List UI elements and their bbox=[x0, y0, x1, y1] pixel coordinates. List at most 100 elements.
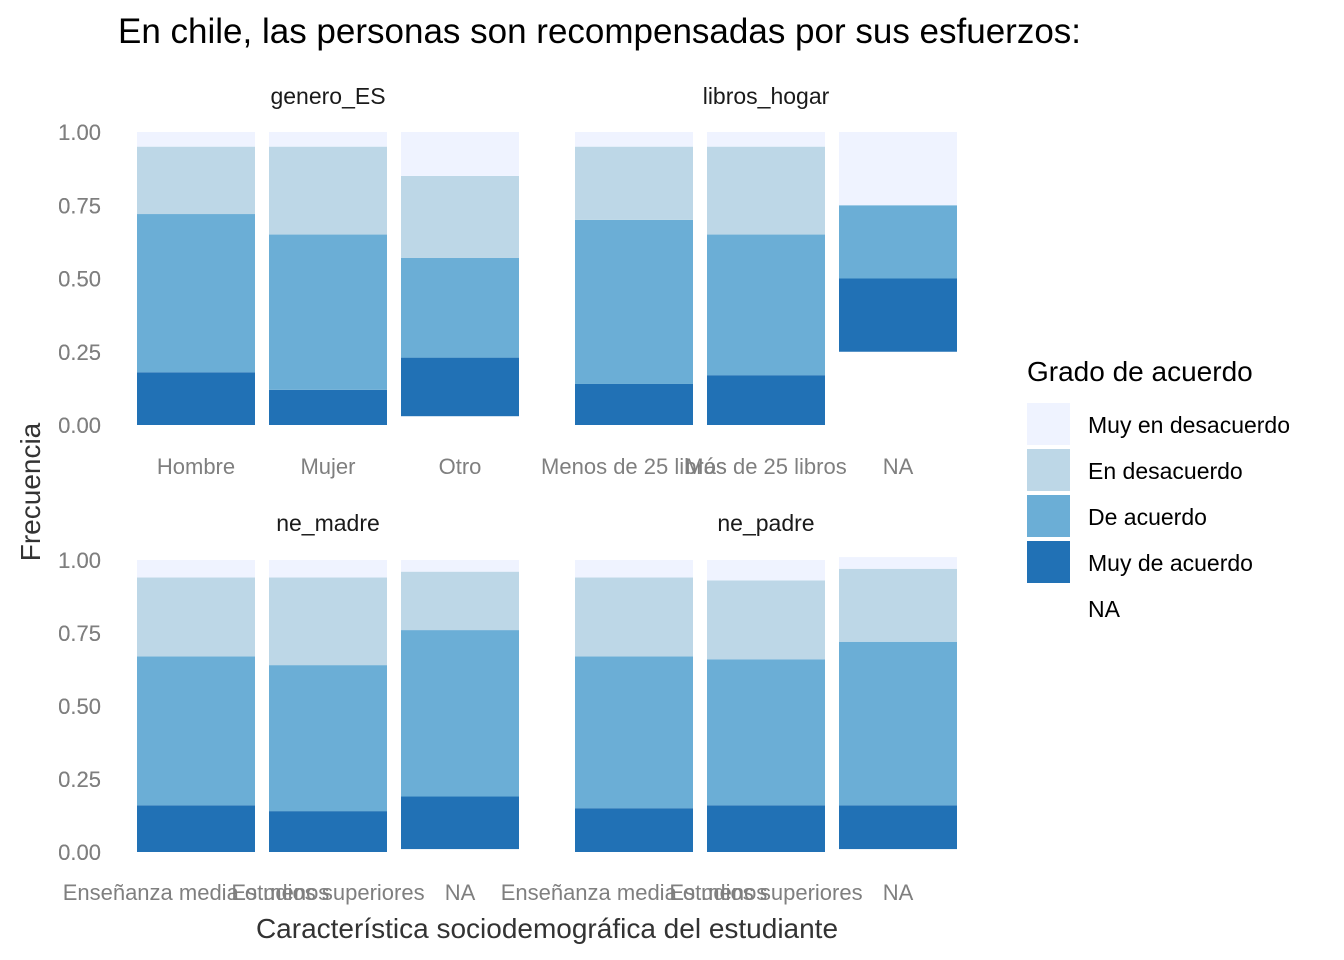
facet-strip-label: genero_ES bbox=[270, 83, 385, 109]
legend-label: Muy en desacuerdo bbox=[1088, 412, 1290, 438]
legend-label: NA bbox=[1088, 596, 1121, 622]
x-tick-label: Hombre bbox=[157, 454, 235, 479]
x-tick-label: Estudios superiores bbox=[231, 880, 424, 905]
legend-title: Grado de acuerdo bbox=[1027, 356, 1253, 387]
bar-segment-na bbox=[401, 849, 519, 852]
bar-segment-muy-de-acuerdo bbox=[575, 808, 693, 852]
bar-segment-de-acuerdo bbox=[137, 656, 255, 806]
bar-segment-muy-de-acuerdo bbox=[269, 811, 387, 852]
y-tick-label: 1.00 bbox=[58, 120, 101, 145]
bar-segment-en-desacuerdo bbox=[839, 568, 957, 642]
bar-segment-en-desacuerdo bbox=[575, 577, 693, 657]
y-tick-label: 0.75 bbox=[58, 621, 101, 646]
facet-ne-madre: ne_madre 0.00 0.25 0.50 0.75 1.00 Enseñanza me… bbox=[58, 510, 519, 905]
y-tick-label: 0.00 bbox=[58, 413, 101, 438]
y-tick-label: 1.00 bbox=[58, 120, 101, 145]
bar-segment-en-desacuerdo bbox=[401, 175, 519, 258]
x-tick-label: Menos de 25 libros bbox=[541, 454, 727, 479]
y-tick-label: 0.25 bbox=[58, 340, 101, 365]
y-tick-label: 0.50 bbox=[58, 267, 101, 292]
bar-segment-muy-de-acuerdo bbox=[575, 383, 693, 425]
bar-segment-muy-de-acuerdo bbox=[137, 372, 255, 425]
bar-segment-muy-en-desacuerdo bbox=[269, 560, 387, 578]
bar-segment-de-acuerdo bbox=[839, 205, 957, 279]
x-tick-label: Más de 25 libros bbox=[685, 454, 846, 479]
y-tick-label: 0.00 bbox=[58, 413, 101, 438]
legend-label: En desacuerdo bbox=[1088, 458, 1243, 484]
bar-segment-na bbox=[839, 351, 957, 425]
bar-segment-muy-en-desacuerdo bbox=[401, 560, 519, 572]
bar-segment-de-acuerdo bbox=[137, 214, 255, 373]
bar-segment-muy-en-desacuerdo bbox=[575, 560, 693, 578]
facet-strip-label: ne_madre bbox=[276, 510, 380, 536]
bar-segment-muy-de-acuerdo bbox=[839, 805, 957, 850]
x-axis-title: Característica sociodemográfica del estu… bbox=[256, 913, 838, 944]
legend-key-muy-de-acuerdo bbox=[1027, 541, 1070, 583]
legend: Grado de acuerdo Muy en desacuerdo En des… bbox=[1027, 356, 1290, 629]
bar-segment-muy-en-desacuerdo bbox=[137, 132, 255, 147]
bar-segment-na bbox=[839, 849, 957, 852]
bar-segment-de-acuerdo bbox=[401, 630, 519, 797]
y-tick-label: 0.25 bbox=[58, 767, 101, 792]
bar-segment-muy-de-acuerdo bbox=[269, 389, 387, 425]
x-tick-label: Enseñanza media o menos bbox=[63, 880, 330, 905]
bar-segment-de-acuerdo bbox=[575, 656, 693, 809]
x-tick-label: Estudios superiores bbox=[669, 880, 862, 905]
bar-segment-en-desacuerdo bbox=[707, 146, 825, 235]
x-tick-label: NA bbox=[883, 880, 914, 905]
y-tick-label: 0.75 bbox=[58, 193, 101, 218]
legend-key-en-desacuerdo bbox=[1027, 449, 1070, 491]
bar-segment-en-desacuerdo bbox=[137, 146, 255, 215]
bar-segment-muy-de-acuerdo bbox=[137, 805, 255, 852]
y-tick-label: 0.00 bbox=[58, 840, 101, 865]
y-tick-label: 0.50 bbox=[58, 694, 101, 719]
y-tick-label: 1.00 bbox=[58, 548, 101, 573]
legend-label: De acuerdo bbox=[1088, 504, 1207, 530]
bar-segment-de-acuerdo bbox=[269, 234, 387, 390]
x-tick-label: NA bbox=[445, 880, 476, 905]
bar-segment-muy-en-desacuerdo bbox=[839, 132, 957, 206]
y-tick-label: 1.00 bbox=[58, 548, 101, 573]
facet-libros-hogar: libros_hogar 0.00 0.25 0.50 0.75 1.00 Menos de… bbox=[58, 83, 957, 479]
bar-segment-en-desacuerdo bbox=[269, 146, 387, 235]
bar-segment-en-desacuerdo bbox=[401, 571, 519, 631]
bar-segment-muy-de-acuerdo bbox=[839, 278, 957, 352]
y-axis-title: Frecuencia bbox=[15, 422, 46, 561]
y-tick-label: 0.75 bbox=[58, 193, 101, 218]
bar-segment-muy-en-desacuerdo bbox=[401, 132, 519, 176]
bar-segment-en-desacuerdo bbox=[269, 577, 387, 666]
bar-segment-muy-en-desacuerdo bbox=[269, 132, 387, 147]
facet-panels: genero_ES 0.00 0.25 0.50 0.75 1.00 Hombre Mujer… bbox=[58, 83, 957, 905]
legend-label: Muy de acuerdo bbox=[1088, 550, 1253, 576]
y-tick-label: 0.75 bbox=[58, 621, 101, 646]
x-tick-label: Mujer bbox=[300, 454, 355, 479]
bar-segment-de-acuerdo bbox=[401, 257, 519, 358]
bar-segment-muy-de-acuerdo bbox=[707, 805, 825, 852]
bar-segment-muy-en-desacuerdo bbox=[839, 557, 957, 569]
y-tick-label: 0.25 bbox=[58, 767, 101, 792]
bar-segment-en-desacuerdo bbox=[707, 580, 825, 660]
bar-segment-muy-en-desacuerdo bbox=[707, 560, 825, 581]
bar-segment-na bbox=[401, 416, 519, 425]
bar-segment-muy-en-desacuerdo bbox=[707, 132, 825, 147]
y-tick-label: 0.50 bbox=[58, 694, 101, 719]
facet-strip-label: libros_hogar bbox=[703, 83, 830, 109]
bar-segment-muy-de-acuerdo bbox=[401, 796, 519, 850]
chart-title: En chile, las personas son recompensadas… bbox=[118, 12, 1081, 51]
facet-ne-padre: ne_padre 0.00 0.25 0.50 0.75 1.00 Enseñanza me… bbox=[58, 510, 957, 905]
bar-segment-muy-en-desacuerdo bbox=[137, 560, 255, 578]
legend-key-muy-en-desacuerdo bbox=[1027, 403, 1070, 445]
bar-segment-muy-de-acuerdo bbox=[401, 357, 519, 417]
x-tick-label: Otro bbox=[439, 454, 482, 479]
bar-segment-muy-de-acuerdo bbox=[707, 375, 825, 425]
bar-segment-de-acuerdo bbox=[707, 234, 825, 376]
facet-genero-es: genero_ES 0.00 0.25 0.50 0.75 1.00 Hombre Mujer… bbox=[58, 83, 519, 479]
bar-segment-en-desacuerdo bbox=[137, 577, 255, 657]
legend-key-de-acuerdo bbox=[1027, 495, 1070, 537]
y-tick-label: 0.50 bbox=[58, 267, 101, 292]
bar-segment-de-acuerdo bbox=[269, 665, 387, 812]
bar-segment-de-acuerdo bbox=[707, 659, 825, 806]
x-tick-label: NA bbox=[883, 454, 914, 479]
facet-strip-label: ne_padre bbox=[717, 510, 814, 536]
